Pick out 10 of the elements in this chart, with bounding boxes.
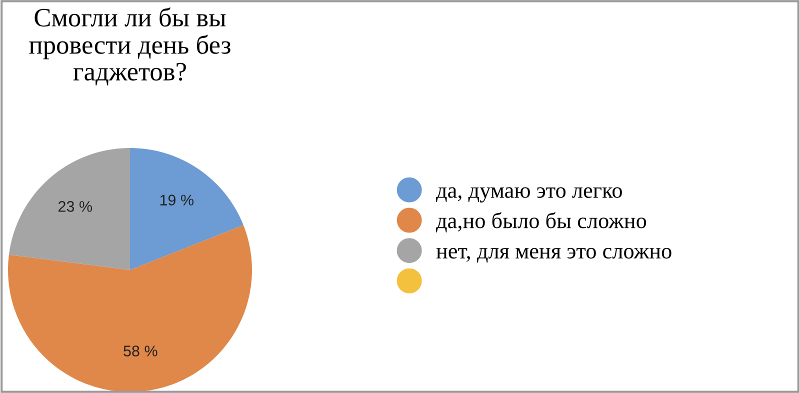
pie-slice [8, 148, 130, 270]
pie-slice [8, 225, 252, 392]
legend-label: да, думаю это легко [436, 187, 622, 203]
legend-label: нет, для меня это сложно [436, 248, 672, 263]
pie-slice [130, 148, 244, 270]
legend-label: да,но было бы сложно [436, 212, 646, 232]
data-label: 58 % [124, 346, 158, 356]
data-label: 19 % [160, 194, 194, 206]
data-label: 23 % [58, 201, 92, 212]
chart-title: Смогли ли бы вы провести день без гаджетов? [29, 7, 230, 86]
